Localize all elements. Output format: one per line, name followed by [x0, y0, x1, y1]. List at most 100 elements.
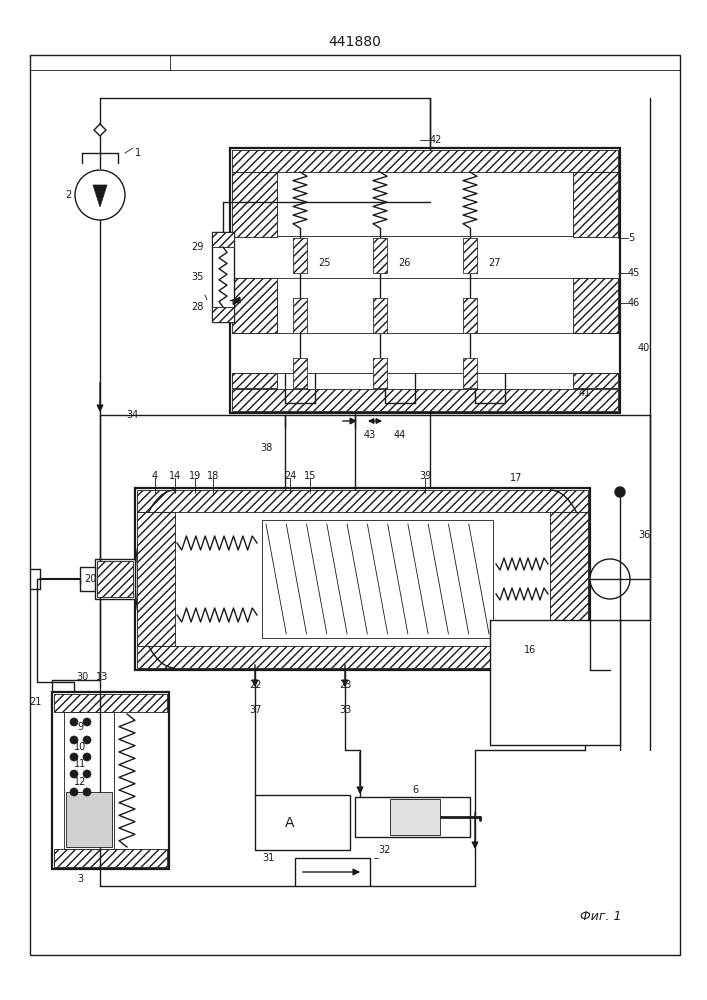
- Text: 12: 12: [74, 777, 86, 787]
- Text: 31: 31: [263, 853, 275, 863]
- Text: 33: 33: [339, 705, 351, 715]
- Circle shape: [75, 170, 125, 220]
- Bar: [232, 172, 277, 237]
- Text: A: A: [285, 816, 295, 830]
- Text: 29: 29: [192, 242, 204, 252]
- Bar: [573, 172, 618, 237]
- Text: 41: 41: [579, 388, 591, 398]
- Bar: [463, 298, 477, 333]
- Text: 30: 30: [76, 672, 88, 682]
- Circle shape: [70, 770, 78, 778]
- Text: 10: 10: [74, 742, 86, 752]
- Text: 19: 19: [189, 471, 201, 481]
- Text: 46: 46: [628, 298, 641, 308]
- Bar: [137, 490, 588, 512]
- Circle shape: [83, 718, 91, 726]
- Text: 32: 32: [378, 845, 390, 855]
- Circle shape: [83, 753, 91, 761]
- Bar: [390, 799, 440, 835]
- Text: 21: 21: [30, 697, 42, 707]
- Text: 15: 15: [304, 471, 316, 481]
- Bar: [293, 298, 307, 333]
- Circle shape: [83, 736, 91, 744]
- Text: 22: 22: [249, 680, 262, 690]
- Text: 441880: 441880: [329, 35, 382, 49]
- Bar: [573, 373, 618, 388]
- Polygon shape: [93, 185, 107, 207]
- Bar: [212, 307, 234, 322]
- Bar: [66, 792, 112, 847]
- Text: 6: 6: [412, 785, 418, 795]
- Bar: [463, 238, 477, 273]
- Text: 39: 39: [419, 471, 431, 481]
- Bar: [52, 692, 169, 869]
- Bar: [295, 858, 370, 886]
- Bar: [255, 795, 350, 850]
- Bar: [293, 358, 307, 388]
- Bar: [137, 646, 588, 668]
- Circle shape: [70, 736, 78, 744]
- Text: 13: 13: [96, 672, 108, 682]
- Bar: [463, 238, 477, 273]
- Circle shape: [83, 770, 91, 778]
- Bar: [373, 358, 387, 388]
- Circle shape: [83, 788, 91, 796]
- Bar: [550, 512, 588, 646]
- Text: 20: 20: [84, 574, 96, 584]
- Bar: [463, 358, 477, 388]
- Text: 44: 44: [394, 430, 406, 440]
- Bar: [373, 358, 387, 388]
- Bar: [232, 389, 618, 411]
- Bar: [137, 512, 175, 646]
- Bar: [293, 298, 307, 333]
- Text: 16: 16: [534, 680, 546, 690]
- Bar: [262, 520, 493, 638]
- Text: 40: 40: [638, 343, 650, 353]
- Bar: [95, 559, 135, 599]
- Bar: [373, 298, 387, 333]
- Bar: [232, 373, 277, 388]
- Text: 11: 11: [74, 759, 86, 769]
- Text: 34: 34: [126, 410, 139, 420]
- Text: 14: 14: [169, 471, 181, 481]
- Bar: [54, 694, 167, 712]
- Text: 1: 1: [135, 148, 141, 158]
- Text: 43: 43: [364, 430, 376, 440]
- Text: 2: 2: [65, 190, 71, 200]
- Bar: [212, 232, 234, 322]
- Text: 26: 26: [398, 258, 410, 268]
- Circle shape: [615, 487, 625, 497]
- Circle shape: [70, 718, 78, 726]
- Text: 5: 5: [628, 233, 634, 243]
- Circle shape: [70, 753, 78, 761]
- Bar: [97, 561, 133, 597]
- Bar: [373, 238, 387, 273]
- Bar: [230, 148, 620, 413]
- Bar: [212, 232, 234, 247]
- Text: 24: 24: [284, 471, 296, 481]
- Text: 35: 35: [192, 272, 204, 282]
- Text: 9: 9: [77, 722, 83, 732]
- Text: 37: 37: [249, 705, 261, 715]
- Text: 3: 3: [77, 874, 83, 884]
- Bar: [232, 278, 277, 333]
- Bar: [355, 797, 470, 837]
- Bar: [232, 150, 618, 172]
- Bar: [490, 620, 620, 745]
- Text: 38: 38: [260, 443, 272, 453]
- Bar: [373, 298, 387, 333]
- Bar: [64, 712, 114, 849]
- Bar: [135, 488, 590, 670]
- Text: 42: 42: [430, 135, 443, 145]
- Bar: [373, 238, 387, 273]
- Bar: [54, 849, 167, 867]
- Text: 18: 18: [207, 471, 219, 481]
- Bar: [573, 278, 618, 333]
- Circle shape: [590, 559, 630, 599]
- Text: 4: 4: [152, 471, 158, 481]
- Text: 16: 16: [524, 645, 536, 655]
- Text: 17: 17: [510, 473, 522, 483]
- Text: 23: 23: [339, 680, 351, 690]
- Bar: [293, 238, 307, 273]
- Text: 25: 25: [318, 258, 330, 268]
